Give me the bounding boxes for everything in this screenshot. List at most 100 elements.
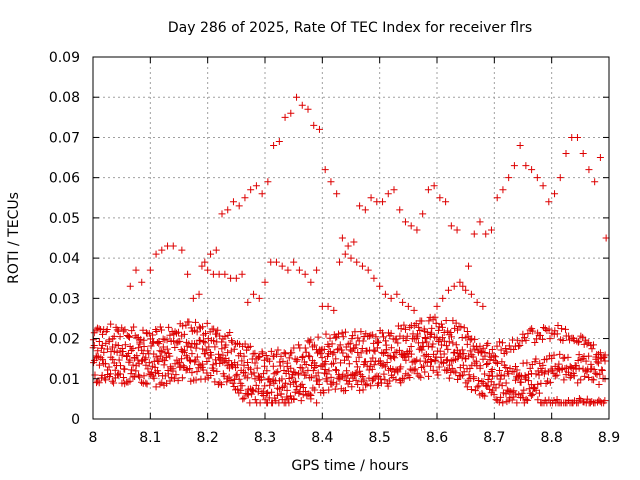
data-point-dense-band bbox=[102, 360, 110, 368]
data-point-dense-band bbox=[176, 358, 184, 366]
data-point-dense-band bbox=[415, 372, 423, 380]
data-point-dense-band bbox=[387, 344, 395, 352]
data-point-dense-band bbox=[119, 373, 127, 381]
data-point-high-band bbox=[229, 198, 237, 206]
data-point-high-band bbox=[195, 290, 203, 298]
data-point-dense-band bbox=[532, 386, 540, 394]
data-point-dense-band bbox=[418, 317, 426, 325]
data-point-dense-band bbox=[384, 382, 392, 390]
data-point-dense-band bbox=[438, 341, 446, 349]
data-point-high-band bbox=[275, 137, 283, 145]
data-point-dense-band bbox=[186, 357, 194, 365]
data-point-dense-band bbox=[357, 349, 365, 357]
data-point-dense-band bbox=[298, 364, 306, 372]
data-point-dense-band bbox=[179, 362, 187, 370]
data-point-dense-band bbox=[575, 395, 583, 403]
data-point-dense-band bbox=[153, 327, 161, 335]
data-point-dense-band bbox=[115, 356, 123, 364]
data-point-dense-band bbox=[246, 399, 254, 407]
x-tick-label: 8.7 bbox=[483, 430, 505, 446]
data-point-dense-band bbox=[288, 349, 296, 357]
data-point-dense-band bbox=[508, 388, 516, 396]
data-point-dense-band bbox=[551, 372, 559, 380]
data-point-dense-band bbox=[397, 363, 405, 371]
data-point-dense-band bbox=[299, 368, 307, 376]
data-point-dense-band bbox=[590, 365, 598, 373]
data-point-dense-band bbox=[197, 362, 205, 370]
data-point-dense-band bbox=[293, 357, 301, 365]
data-point-dense-band bbox=[411, 365, 419, 373]
data-point-dense-band bbox=[459, 371, 467, 379]
data-point-dense-band bbox=[140, 372, 148, 380]
data-point-dense-band bbox=[524, 396, 532, 404]
data-point-dense-band bbox=[534, 396, 542, 404]
data-point-dense-band bbox=[541, 367, 549, 375]
data-point-dense-band bbox=[536, 332, 544, 340]
data-point-dense-band bbox=[166, 377, 174, 385]
data-point-mid-band bbox=[313, 266, 321, 274]
data-points bbox=[89, 93, 610, 407]
data-point-dense-band bbox=[149, 339, 157, 347]
data-point-dense-band bbox=[447, 329, 455, 337]
data-point-dense-band bbox=[535, 389, 543, 397]
data-point-dense-band bbox=[136, 373, 144, 381]
data-point-dense-band bbox=[553, 371, 561, 379]
data-point-dense-band bbox=[516, 341, 524, 349]
data-point-dense-band bbox=[214, 326, 222, 334]
data-point-dense-band bbox=[466, 347, 474, 355]
data-point-high-band bbox=[361, 206, 369, 214]
data-point-dense-band bbox=[199, 360, 207, 368]
data-point-dense-band bbox=[596, 370, 604, 378]
data-point-dense-band bbox=[529, 390, 537, 398]
data-point-mid-band bbox=[473, 298, 481, 306]
data-point-dense-band bbox=[137, 335, 145, 343]
data-point-dense-band bbox=[443, 366, 451, 374]
data-point-dense-band bbox=[492, 353, 500, 361]
data-point-dense-band bbox=[354, 334, 362, 342]
data-point-dense-band bbox=[465, 371, 473, 379]
data-point-dense-band bbox=[207, 371, 215, 379]
data-point-dense-band bbox=[588, 345, 596, 353]
data-point-dense-band bbox=[368, 365, 376, 373]
data-point-dense-band bbox=[417, 373, 425, 381]
data-point-dense-band bbox=[510, 345, 518, 353]
data-point-dense-band bbox=[239, 395, 247, 403]
data-point-dense-band bbox=[449, 339, 457, 347]
data-point-dense-band bbox=[226, 329, 234, 337]
data-point-dense-band bbox=[188, 369, 196, 377]
data-point-dense-band bbox=[381, 363, 389, 371]
data-point-dense-band bbox=[556, 350, 564, 358]
data-point-dense-band bbox=[113, 326, 121, 334]
data-point-dense-band bbox=[341, 356, 349, 364]
data-point-dense-band bbox=[217, 381, 225, 389]
data-point-dense-band bbox=[301, 344, 309, 352]
data-point-dense-band bbox=[370, 339, 378, 347]
data-point-dense-band bbox=[547, 365, 555, 373]
data-point-dense-band bbox=[325, 367, 333, 375]
data-point-dense-band bbox=[193, 368, 201, 376]
data-point-dense-band bbox=[277, 390, 285, 398]
data-point-dense-band bbox=[150, 374, 158, 382]
data-point-dense-band bbox=[95, 361, 103, 369]
data-point-dense-band bbox=[210, 337, 218, 345]
data-point-dense-band bbox=[187, 377, 195, 385]
data-point-high-band bbox=[591, 178, 599, 186]
data-point-dense-band bbox=[238, 382, 246, 390]
data-point-dense-band bbox=[153, 339, 161, 347]
data-point-dense-band bbox=[502, 379, 510, 387]
data-point-dense-band bbox=[90, 341, 98, 349]
data-point-dense-band bbox=[204, 335, 212, 343]
data-point-dense-band bbox=[128, 366, 136, 374]
data-point-dense-band bbox=[224, 331, 232, 339]
data-point-dense-band bbox=[467, 386, 475, 394]
data-point-dense-band bbox=[90, 329, 98, 337]
data-point-dense-band bbox=[531, 358, 539, 366]
data-point-dense-band bbox=[262, 351, 270, 359]
data-point-dense-band bbox=[159, 343, 167, 351]
data-point-dense-band bbox=[290, 368, 298, 376]
data-point-dense-band bbox=[143, 380, 151, 388]
data-point-dense-band bbox=[519, 394, 527, 402]
plot-frame bbox=[92, 56, 610, 420]
data-point-high-band bbox=[367, 194, 375, 202]
